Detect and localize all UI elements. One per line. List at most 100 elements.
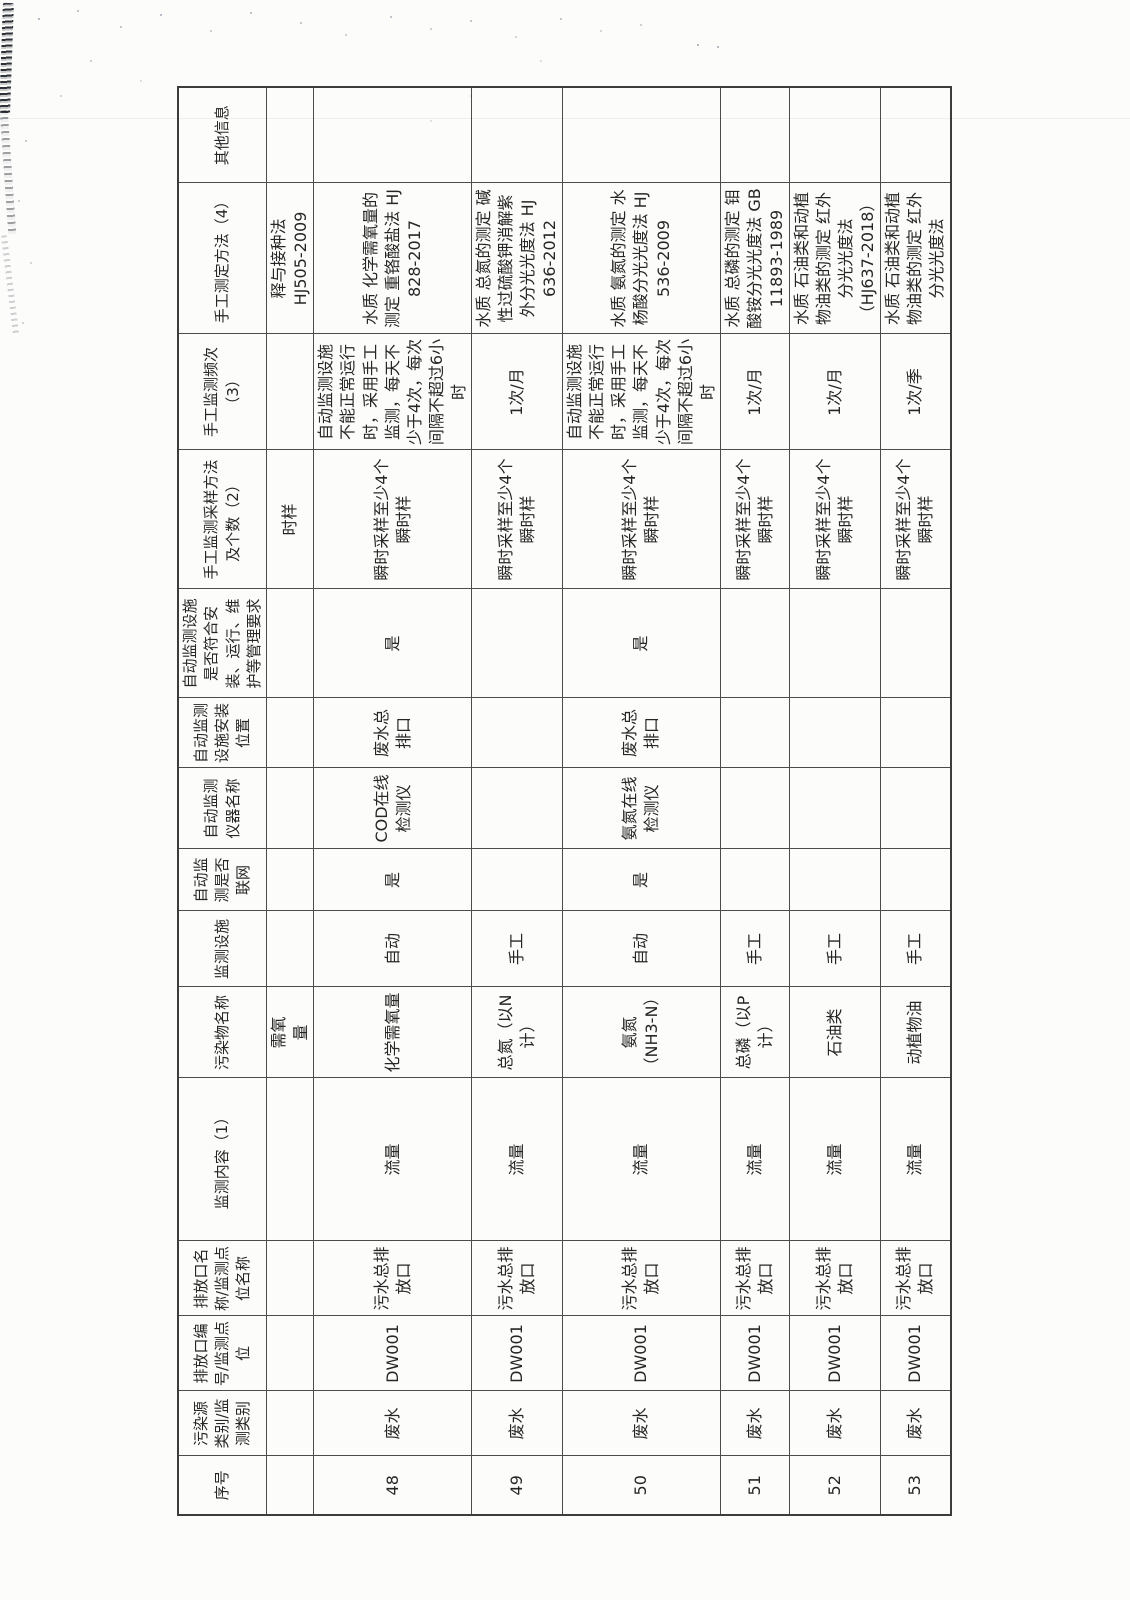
- table-cell: [789, 87, 881, 183]
- table-cell: 自动: [562, 911, 721, 987]
- table-cell: 废水总排口: [313, 698, 472, 768]
- table-cell: [880, 87, 951, 183]
- table-cell: [720, 589, 790, 698]
- column-header: 其他信息: [178, 87, 267, 183]
- row-47-continuation: 需氧 量 时样 释与接种法 HJ505-2009: [266, 87, 314, 1515]
- table-cell: 是: [562, 849, 721, 911]
- table-cell: 总氮（以N计）: [471, 987, 563, 1078]
- table-cell: [880, 589, 951, 698]
- table-cell: [720, 768, 790, 849]
- table-cell: 污水总排放口: [880, 1241, 951, 1316]
- table-cell: DW001: [562, 1316, 721, 1391]
- table-cell: 水质 石油类和动植物油类的测定 红外分光光度法（HJ637-2018）: [789, 183, 881, 334]
- table-cell: 瞬时采样至少4个瞬时样: [471, 450, 563, 589]
- table-cell: [471, 589, 563, 698]
- row-51: 51 废水 DW001 污水总排放口 流量 总磷（以P计） 手工 瞬时采样至少4个瞬时样 1次/…: [720, 87, 790, 1515]
- table-cell: COD在线检测仪: [313, 768, 472, 849]
- table-cell: 废水: [720, 1391, 790, 1456]
- table-cell: [471, 768, 563, 849]
- table-cell: 废水: [313, 1391, 472, 1456]
- table-cell: 石油类: [789, 987, 881, 1078]
- header-row: 序号 污染源类别/监测类别 排放口编号/监测点位 排放口名称/监测点位名称 监测内容（1…: [178, 87, 267, 1515]
- table-cell: 需氧 量: [266, 987, 314, 1078]
- table-cell: [880, 698, 951, 768]
- row-53: 53 废水 DW001 污水总排放口 流量 动植物油 手工 瞬时采样至少4个瞬时样 1次/季 水质…: [880, 87, 951, 1515]
- table-cell: 48: [313, 1456, 472, 1515]
- table-cell: [266, 1316, 314, 1391]
- table-cell: 水质 氨氮的测定 水杨酸分光光度法 HJ 536-2009: [562, 183, 721, 334]
- table-cell: 瞬时采样至少4个瞬时样: [789, 450, 881, 589]
- table-cell: 瞬时采样至少4个瞬时样: [880, 450, 951, 589]
- table-cell: 1次/月: [471, 334, 563, 450]
- column-header: 污染源类别/监测类别: [178, 1391, 267, 1456]
- table-cell: DW001: [720, 1316, 790, 1391]
- row-49: 49 废水 DW001 污水总排放口 流量 总氮（以N计） 手工 瞬时采样至少4个瞬时样 1次/…: [471, 87, 563, 1515]
- table-cell: 氨氮（NH3-N）: [562, 987, 721, 1078]
- table-cell: 1次/季: [880, 334, 951, 450]
- column-header: 自动监测是否联网: [178, 849, 267, 911]
- table-cell: [471, 849, 563, 911]
- row-50: 50 废水 DW001 污水总排放口 流量 氨氮（NH3-N） 自动是氨氮在线检测仪 废水总排…: [562, 87, 721, 1515]
- table-cell: 污水总排放口: [471, 1241, 563, 1316]
- column-header: 手工测定方法（4）: [178, 183, 267, 334]
- table-cell: 52: [789, 1456, 881, 1515]
- table-cell: 废水: [880, 1391, 951, 1456]
- table-cell: 释与接种法 HJ505-2009: [266, 183, 314, 334]
- table-cell: 手工: [471, 911, 563, 987]
- table-cell: 流量: [880, 1078, 951, 1241]
- table-cell: [720, 698, 790, 768]
- table-cell: 水质 总磷的测定 钼酸铵分光光度法 GB 11893-1989: [720, 183, 790, 334]
- table-cell: 污水总排放口: [562, 1241, 721, 1316]
- table-cell: [562, 87, 721, 183]
- table-cell: 废水: [789, 1391, 881, 1456]
- row-52: 52 废水 DW001 污水总排放口 流量 石油类 手工 瞬时采样至少4个瞬时样 1次/月 水质 …: [789, 87, 881, 1515]
- table-cell: 时样: [266, 450, 314, 589]
- table-cell: [789, 768, 881, 849]
- table-cell: 手工: [880, 911, 951, 987]
- table-cell: [880, 768, 951, 849]
- table-cell: 氨氮在线检测仪: [562, 768, 721, 849]
- table-cell: 污水总排放口: [313, 1241, 472, 1316]
- table-cell: 手工: [789, 911, 881, 987]
- table-cell: 废水: [562, 1391, 721, 1456]
- table-cell: 自动监测设施不能正常运行时，采用手工监测，每天不少于4次，每次间隔不超过6小时: [313, 334, 472, 450]
- column-header: 手工监测频次（3）: [178, 334, 267, 450]
- table-cell: 废水总排口: [562, 698, 721, 768]
- table-cell: 流量: [720, 1078, 790, 1241]
- table-cell: [266, 849, 314, 911]
- table-cell: 动植物油: [880, 987, 951, 1078]
- table-cell: DW001: [313, 1316, 472, 1391]
- column-header: 手工监测采样方法及个数（2）: [178, 450, 267, 589]
- table-cell: [789, 589, 881, 698]
- table-cell: 50: [562, 1456, 721, 1515]
- table-cell: [266, 1078, 314, 1241]
- scan-noise-dots: [0, 0, 2, 2]
- table-cell: 是: [562, 589, 721, 698]
- table-cell: 污水总排放口: [720, 1241, 790, 1316]
- table-cell: [266, 589, 314, 698]
- table-cell: [266, 1391, 314, 1456]
- table-cell: [471, 698, 563, 768]
- table-cell: [266, 698, 314, 768]
- table-cell: DW001: [471, 1316, 563, 1391]
- row-48: 48 废水 DW001 污水总排放口 流量 化学需氧量 自动是 COD在线检测仪 废水总排口是瞬…: [313, 87, 472, 1515]
- table-cell: [266, 1241, 314, 1316]
- monitoring-table-region: 序号 污染源类别/监测类别 排放口编号/监测点位 排放口名称/监测点位名称 监测内容（1…: [177, 86, 952, 1516]
- column-header: 监测设施: [178, 911, 267, 987]
- table-cell: [720, 849, 790, 911]
- column-header: 污染物名称: [178, 987, 267, 1078]
- table-cell: [789, 698, 881, 768]
- table-cell: [266, 911, 314, 987]
- scan-artifact-streak: [0, 235, 20, 335]
- table-cell: 是: [313, 849, 472, 911]
- column-header: 自动监测设施安装位置: [178, 698, 267, 768]
- table-cell: 流量: [789, 1078, 881, 1241]
- table-cell: 流量: [471, 1078, 563, 1241]
- table-cell: 手工: [720, 911, 790, 987]
- column-header: 序号: [178, 1456, 267, 1515]
- scan-artifact-streak: [0, 109, 17, 236]
- table-cell: 流量: [313, 1078, 472, 1241]
- table-cell: 水质 化学需氧量的测定 重铬酸盐法 HJ 828-2017: [313, 183, 472, 334]
- scan-line-artifact: [0, 118, 1130, 119]
